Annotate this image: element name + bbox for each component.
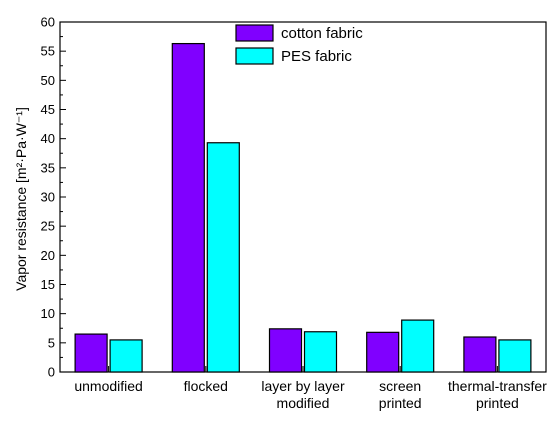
bar-cotton-1 [171,42,205,373]
x-category-label-line: flocked [184,378,228,394]
bars [74,42,532,373]
bar-cotton-4 [463,336,497,373]
x-category-label-line: layer by layer [261,378,345,394]
axes: 0 5 10 15 20 25 30 35 40 45 50 55 60 unmodified flocke… [41,15,548,412]
x-category-label-line: thermal-transfer [448,378,547,394]
y-tick-label: 30 [41,190,55,205]
y-tick-label: 50 [41,73,55,88]
y-tick-label: 5 [48,335,55,350]
legend-label-pes: PES fabric [281,48,352,65]
plot-area [59,21,547,373]
x-category-label: flocked [184,378,228,394]
x-category-label-line: printed [379,395,422,411]
y-tick-label: 55 [41,44,55,59]
x-category-label: layer by layer modified [261,378,345,411]
legend-label-cotton: cotton fabric [281,25,363,42]
legend: cotton fabric PES fabric [235,24,363,65]
x-category-label-line: modified [277,395,330,411]
y-axis-title: Vapor resistance [m²·Pa·W⁻¹] [13,107,29,291]
x-category-label-line: printed [476,395,519,411]
bar-cotton-2 [268,328,303,373]
legend-swatch-cotton [235,24,274,42]
y-tick-label: 0 [48,365,55,380]
y-tick-label: 40 [41,131,55,146]
y-tick-label: 15 [41,277,55,292]
y-tick-label: 20 [41,248,55,263]
legend-swatch-pes [235,47,274,65]
y-tick-label: 25 [41,219,55,234]
y-tick-label: 60 [41,15,55,30]
bar-pes-0 [109,339,143,373]
bar-cotton-0 [74,333,108,373]
plot-frame [59,21,547,373]
y-tick-label: 10 [41,306,55,321]
bar-pes-2 [303,331,338,373]
bar-pes-3 [401,319,435,373]
bar-cotton-3 [366,331,400,373]
bar-pes-4 [498,339,532,373]
x-category-label: thermal-transfer printed [448,378,547,411]
y-tick-label: 45 [41,102,55,117]
y-tick-label: 35 [41,160,55,175]
bar-pes-1 [206,142,240,373]
x-category-label-line: screen [379,378,421,394]
x-category-label: screen printed [379,378,422,411]
x-category-label: unmodified [74,378,143,394]
x-category-label-line: unmodified [74,378,143,394]
